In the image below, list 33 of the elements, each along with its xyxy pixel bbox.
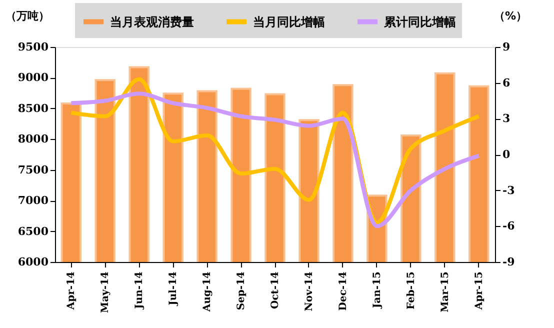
y2-tick-label: -3 (502, 184, 515, 197)
y2-tick-label: -6 (502, 220, 516, 233)
y-tick-label: 7500 (18, 163, 49, 176)
y-tick-label: 6000 (18, 256, 49, 268)
x-tick-label: Nov-14 (304, 271, 315, 312)
legend-label: 当月同比增幅 (253, 14, 325, 29)
y2-axis-title: （%） (494, 10, 528, 22)
y2-tick-label: 3 (502, 112, 510, 126)
x-tick-label: May-14 (100, 271, 112, 313)
y-tick-label: 9500 (18, 40, 49, 54)
y-axis-title: （万吨） (6, 10, 50, 22)
x-tick-label: Dec-14 (338, 271, 349, 311)
y-tick-label: 7000 (18, 194, 49, 208)
x-tick-label: Jul-14 (168, 271, 180, 306)
x-tick-label: Apr-15 (474, 271, 485, 311)
x-tick-label: Mar-15 (440, 271, 451, 312)
y-tick-label: 8000 (18, 132, 49, 146)
y2-tick-label: 9 (502, 40, 510, 54)
y2-tick-label: 0 (502, 148, 510, 161)
x-tick-label: Sep-14 (236, 271, 248, 310)
x-tick-label: Aug-14 (202, 271, 214, 313)
y2-tick-label: 6 (502, 76, 510, 90)
y-tick-label: 9000 (18, 71, 49, 84)
legend-label: 当月表观消费量 (110, 14, 194, 29)
x-tick-label: Jun-14 (134, 271, 146, 310)
y-tick-label: 8500 (18, 102, 49, 115)
y-tick-label: 6500 (18, 224, 49, 238)
y2-tick-label: -9 (502, 256, 515, 268)
x-tick-label: Oct-14 (270, 271, 281, 309)
legend-label: 累计同比增幅 (383, 14, 456, 29)
x-tick-label: Feb-15 (406, 271, 417, 310)
x-tick-label: Apr-14 (66, 271, 78, 311)
x-tick-label: Jan-15 (372, 271, 383, 310)
